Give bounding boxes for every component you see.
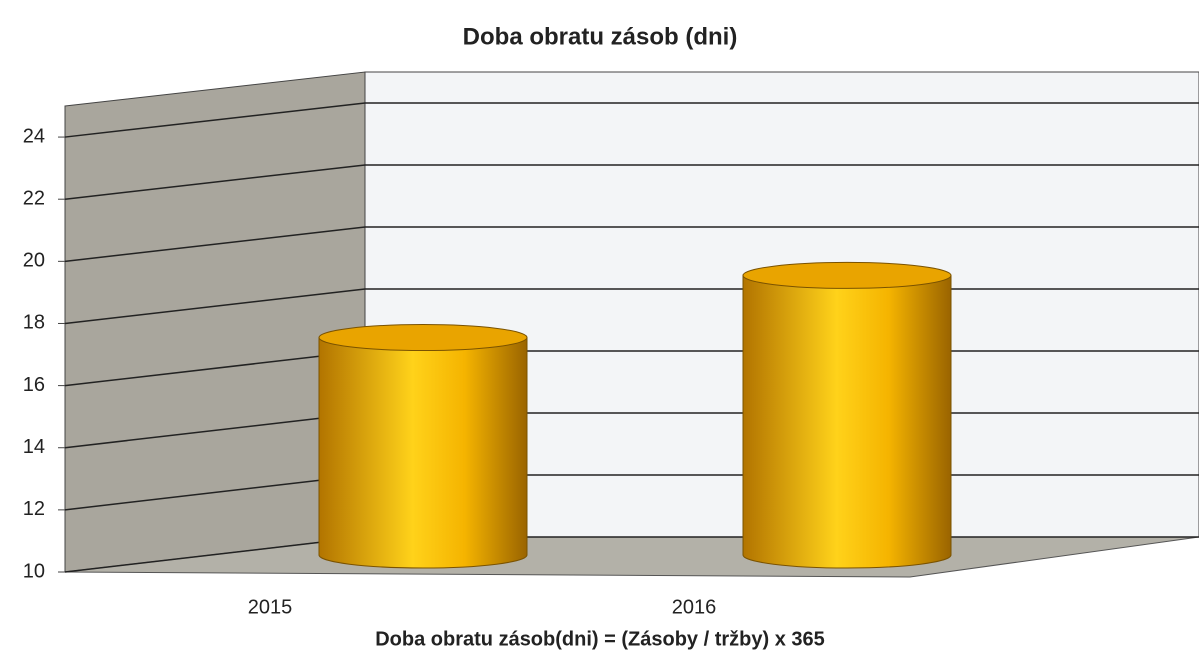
y-tick-label: 16 (23, 374, 45, 396)
grid-line (64, 164, 366, 200)
y-tick-label: 18 (23, 312, 45, 334)
footnote: Doba obratu zásob(dni) = (Zásoby / tržby… (375, 628, 825, 650)
bar-top (742, 261, 952, 289)
grid-line (64, 226, 366, 263)
grid-line (64, 474, 366, 511)
x-tick-label: 2016 (672, 596, 717, 618)
grid-line (64, 288, 366, 325)
grid-line (64, 350, 366, 387)
y-tick-label: 24 (23, 125, 45, 147)
bar-top (318, 324, 528, 352)
chart-title: Doba obratu zásob (dni) (463, 23, 738, 50)
x-tick-label: 2015 (248, 596, 293, 618)
y-tick-label: 14 (23, 436, 45, 458)
y-tick-label: 22 (23, 187, 45, 209)
grid-line (64, 102, 366, 138)
y-tick-label: 10 (23, 560, 45, 582)
bar (318, 337, 528, 569)
y-tick-label: 20 (23, 250, 45, 272)
y-tick-label: 12 (23, 498, 45, 520)
bar (742, 274, 952, 569)
grid-line (64, 536, 366, 573)
grid-line (64, 412, 366, 449)
